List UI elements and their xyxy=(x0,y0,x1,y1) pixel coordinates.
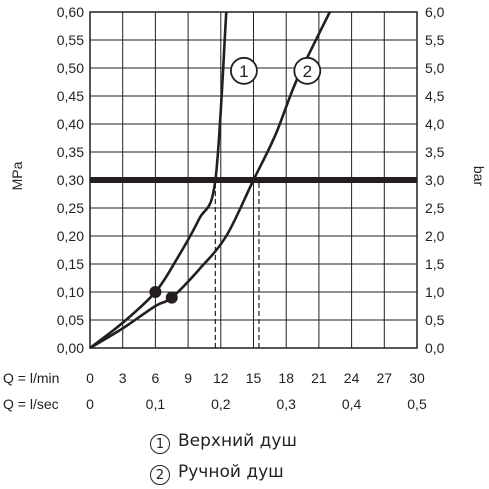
legend-item-1: 1 Верхний душ xyxy=(150,431,297,454)
y-right-tick-label: 2,0 xyxy=(425,228,445,244)
x-tick-label-lsec: 0,5 xyxy=(407,396,427,412)
y-left-tick-label: 0,15 xyxy=(57,256,84,272)
y-left-tick-label: 0,40 xyxy=(57,116,84,132)
x-tick-label-lsec: 0,1 xyxy=(146,396,166,412)
y-left-axis-label: MPa xyxy=(9,161,25,190)
y-right-tick-label: 0,5 xyxy=(425,312,445,328)
x-tick-label-lsec: 0,4 xyxy=(342,396,362,412)
x-tick-label-lmin: 21 xyxy=(311,370,327,386)
y-right-tick-label: 1,5 xyxy=(425,256,445,272)
x-tick-label-lmin: 3 xyxy=(119,370,127,386)
legend-number-2: 2 xyxy=(150,465,170,485)
x-tick-label-lmin: 24 xyxy=(344,370,360,386)
y-right-tick-label: 5,5 xyxy=(425,32,445,48)
y-right-tick-label: 5,0 xyxy=(425,60,445,76)
x-tick-label-lmin: 15 xyxy=(246,370,262,386)
y-left-tick-label: 0,35 xyxy=(57,144,84,160)
series-marker-label-2: 2 xyxy=(303,62,312,81)
x-tick-label-lmin: 30 xyxy=(409,370,425,386)
x-tick-label-lmin: 27 xyxy=(377,370,393,386)
y-right-tick-label: 0,0 xyxy=(425,340,445,356)
y-right-axis-label: bar xyxy=(471,166,487,187)
series-line-1 xyxy=(89,11,228,350)
series-marker-circle-1 xyxy=(230,56,258,85)
x-axis-label-lsec: Q = l/sec xyxy=(3,396,59,412)
x-tick-label-lmin: 12 xyxy=(213,370,229,386)
series-line-2 xyxy=(89,11,331,350)
series-marker-circle-2 xyxy=(293,56,322,85)
y-right-tick-label: 4,0 xyxy=(425,116,445,132)
y-left-tick-label: 0,50 xyxy=(57,60,84,76)
y-left-tick-label: 0,25 xyxy=(57,200,84,216)
y-left-tick-label: 0,60 xyxy=(57,4,84,20)
y-left-tick-label: 0,10 xyxy=(57,284,84,300)
x-tick-label-lmin: 6 xyxy=(152,370,160,386)
y-right-tick-label: 4,5 xyxy=(425,88,445,104)
x-tick-label-lmin: 18 xyxy=(278,370,294,386)
y-right-tick-label: 3,0 xyxy=(425,172,445,188)
y-left-tick-label: 0,05 xyxy=(57,312,84,328)
x-tick-label-lsec: 0,3 xyxy=(276,396,296,412)
y-left-tick-label: 0,30 xyxy=(57,172,84,188)
series-dot-1 xyxy=(149,286,162,298)
plot-frame xyxy=(89,11,418,349)
legend-label-2: Ручной душ xyxy=(178,462,284,482)
y-left-tick-label: 0,45 xyxy=(57,88,84,104)
y-right-tick-label: 2,5 xyxy=(425,200,445,216)
y-left-tick-label: 0,55 xyxy=(57,32,84,48)
y-right-tick-label: 1,0 xyxy=(425,284,445,300)
x-axis-label-lmin: Q = l/min xyxy=(3,370,59,386)
legend-label-1: Верхний душ xyxy=(178,431,297,451)
legend-number-1: 1 xyxy=(150,434,170,454)
x-tick-label-lsec: 0,2 xyxy=(211,396,231,412)
x-tick-label-lmin: 9 xyxy=(184,370,192,386)
y-right-tick-label: 6,0 xyxy=(425,4,445,20)
y-left-tick-label: 0,20 xyxy=(57,228,84,244)
x-tick-label-lmin: 0 xyxy=(86,370,94,386)
y-right-tick-label: 3,5 xyxy=(425,144,445,160)
series-marker-label-1: 1 xyxy=(239,62,248,81)
plot-border xyxy=(89,11,418,349)
tick-labels: 0,000,050,100,150,200,250,300,350,400,45… xyxy=(57,4,445,412)
y-left-tick-label: 0,00 xyxy=(57,340,84,356)
x-tick-label-lsec: 0 xyxy=(86,396,94,412)
legend-item-2: 2 Ручной душ xyxy=(150,462,284,485)
series-dot-2 xyxy=(165,291,178,304)
